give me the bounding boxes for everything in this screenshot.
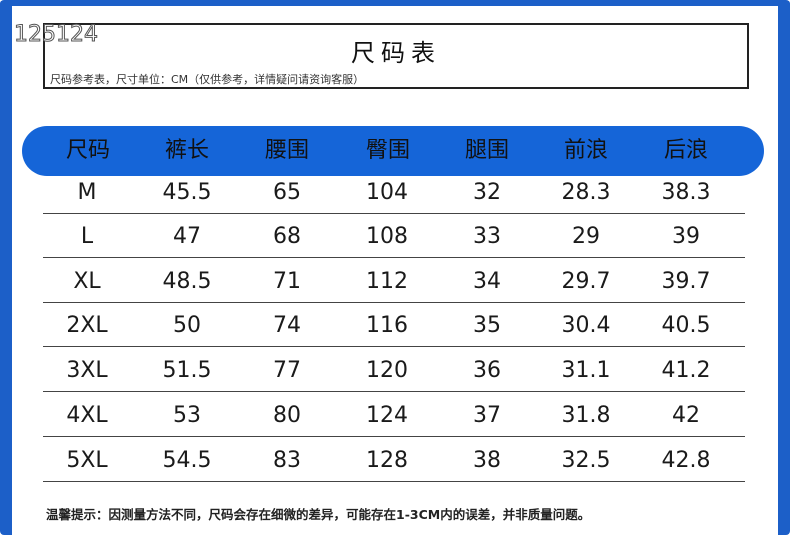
cell-size: XL (73, 269, 101, 294)
table-row: 4XL 53 80 124 37 31.8 42 (43, 392, 745, 437)
column-header-waist: 腰围 (264, 138, 309, 163)
cell-front-rise: 32.5 (561, 448, 611, 473)
cell-hip: 124 (366, 403, 408, 428)
column-header-front-rise: 前浪 (563, 138, 608, 163)
cell-waist: 68 (273, 224, 301, 249)
cell-thigh: 34 (473, 269, 501, 294)
page-title: 尺码表 (351, 39, 441, 67)
table-row: 2XL 50 74 116 35 30.4 40.5 (43, 302, 745, 347)
table-row: 3XL 51.5 77 120 36 31.1 41.2 (43, 347, 745, 392)
cell-back-rise: 41.2 (661, 358, 711, 383)
cell-waist: 65 (273, 180, 301, 205)
cell-hip: 120 (366, 358, 408, 383)
column-header-thigh: 腿围 (464, 138, 509, 163)
cell-waist: 80 (273, 403, 301, 428)
watermark-number: 125124 (14, 22, 99, 48)
column-header-size: 尺码 (65, 138, 110, 163)
cell-pants-length: 50 (173, 313, 201, 338)
cell-hip: 116 (366, 313, 408, 338)
cell-thigh: 33 (473, 224, 501, 249)
table-header: 尺码 裤长 腰围 臀围 腿围 前浪 后浪 (22, 126, 764, 176)
cell-thigh: 36 (473, 358, 501, 383)
cell-thigh: 38 (473, 448, 501, 473)
cell-size: 4XL (66, 403, 108, 428)
cell-back-rise: 40.5 (661, 313, 711, 338)
cell-pants-length: 48.5 (162, 269, 212, 294)
header-box: 尺码表 尺码参考表，尺寸单位：CM（仅供参考，详情疑问请资询客服） (43, 23, 749, 89)
cell-front-rise: 31.1 (561, 358, 611, 383)
cell-back-rise: 38.3 (661, 180, 711, 205)
cell-back-rise: 39.7 (661, 269, 711, 294)
unit-note: 尺码参考表，尺寸单位：CM（仅供参考，详情疑问请资询客服） (50, 73, 365, 86)
cell-pants-length: 47 (173, 224, 201, 249)
cell-pants-length: 54.5 (162, 448, 212, 473)
cell-thigh: 37 (473, 403, 501, 428)
cell-size: 2XL (66, 313, 108, 338)
cell-front-rise: 29.7 (561, 269, 611, 294)
cell-waist: 83 (273, 448, 301, 473)
footer-note: 温馨提示：因测量方法不同，尺码会存在细微的差异，可能存在1-3CM内的误差，并非… (46, 507, 591, 522)
cell-back-rise: 42 (672, 403, 700, 428)
cell-front-rise: 31.8 (561, 403, 611, 428)
column-header-pants-length: 裤长 (164, 138, 209, 163)
cell-hip: 104 (366, 180, 408, 205)
cell-size: L (80, 224, 94, 249)
table-row: 5XL 54.5 83 128 38 32.5 42.8 (43, 437, 745, 482)
cell-size: 5XL (66, 448, 108, 473)
column-header-hip: 臀围 (365, 138, 410, 163)
column-header-back-rise: 后浪 (663, 138, 708, 163)
table-row: M 45.5 65 104 32 28.3 38.3 (43, 169, 745, 214)
cell-front-rise: 30.4 (561, 313, 611, 338)
cell-hip: 108 (366, 224, 408, 249)
cell-pants-length: 53 (173, 403, 201, 428)
cell-back-rise: 39 (672, 224, 700, 249)
cell-waist: 77 (273, 358, 301, 383)
cell-back-rise: 42.8 (661, 448, 711, 473)
cell-waist: 71 (273, 269, 301, 294)
cell-size: 3XL (66, 358, 108, 383)
cell-thigh: 32 (473, 180, 501, 205)
cell-pants-length: 45.5 (162, 180, 212, 205)
cell-hip: 112 (366, 269, 408, 294)
cell-front-rise: 29 (572, 224, 600, 249)
cell-front-rise: 28.3 (561, 180, 611, 205)
cell-hip: 128 (366, 448, 408, 473)
cell-size: M (77, 180, 97, 205)
table-row: XL 48.5 71 112 34 29.7 39.7 (43, 258, 745, 303)
cell-waist: 74 (273, 313, 301, 338)
table-row: L 47 68 108 33 29 39 (43, 213, 745, 258)
cell-thigh: 35 (473, 313, 501, 338)
cell-pants-length: 51.5 (162, 358, 212, 383)
